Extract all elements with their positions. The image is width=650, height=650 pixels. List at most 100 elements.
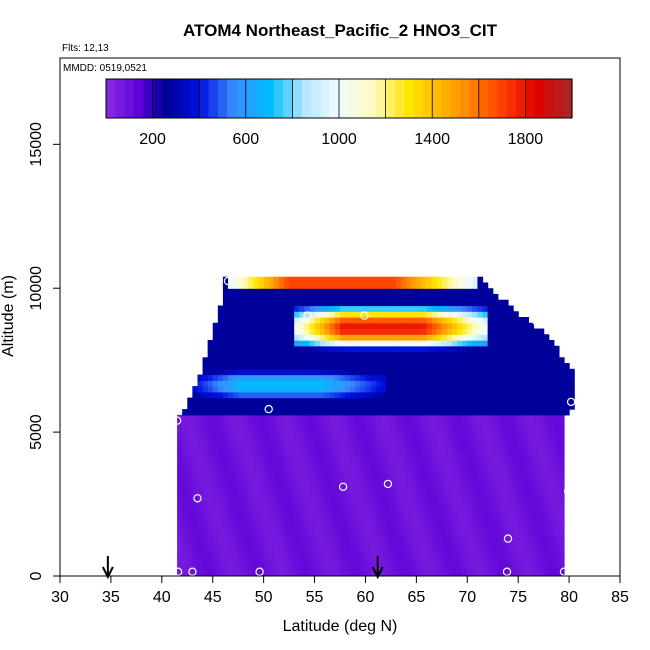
heatmap-cell xyxy=(212,363,219,370)
heatmap-cell xyxy=(385,374,392,381)
heatmap-cell xyxy=(558,541,565,548)
heatmap-cell xyxy=(436,455,443,462)
heatmap-cell xyxy=(396,351,402,358)
heatmap-cell xyxy=(497,564,504,571)
heatmap-cell xyxy=(197,570,204,576)
heatmap-cell xyxy=(452,391,458,399)
heatmap-cell xyxy=(263,317,270,324)
heatmap-cell xyxy=(380,328,387,335)
heatmap-cell xyxy=(553,345,560,353)
heatmap-cell xyxy=(513,518,519,525)
heatmap-cell xyxy=(436,547,443,554)
heatmap-cell xyxy=(380,506,387,514)
heatmap-cell xyxy=(350,518,356,525)
heatmap-cell xyxy=(294,558,300,566)
heatmap-cell xyxy=(192,524,199,531)
heatmap-cell xyxy=(222,357,229,364)
heatmap-cell xyxy=(222,460,229,468)
heatmap-cell xyxy=(416,305,423,312)
heatmap-cell xyxy=(268,478,275,485)
heatmap-cell xyxy=(390,288,397,295)
heatmap-cell xyxy=(263,483,270,491)
heatmap-cell xyxy=(319,317,326,324)
heatmap-cell xyxy=(350,420,356,427)
heatmap-cell xyxy=(385,449,392,456)
heatmap-cell xyxy=(370,529,377,537)
heatmap-cell xyxy=(502,455,509,462)
heatmap-cell xyxy=(436,293,443,301)
heatmap-cell xyxy=(212,478,219,485)
heatmap-cell xyxy=(222,363,229,370)
heatmap-cell xyxy=(228,305,234,312)
heatmap-cell xyxy=(390,351,397,358)
heatmap-cell xyxy=(411,288,417,295)
heatmap-cell xyxy=(278,541,285,548)
heatmap-cell xyxy=(401,501,407,508)
heatmap-cell xyxy=(309,420,316,427)
heatmap-cell xyxy=(487,460,494,468)
heatmap-cell xyxy=(426,357,433,364)
heatmap-cell xyxy=(273,299,280,307)
heatmap-cell xyxy=(350,466,356,473)
heatmap-cell xyxy=(360,299,367,307)
heatmap-cell xyxy=(411,374,417,381)
heatmap-cell xyxy=(253,311,260,318)
heatmap-cell xyxy=(487,564,494,571)
heatmap-cell xyxy=(421,483,428,491)
heatmap-cell xyxy=(390,443,397,450)
x-tick-label: 40 xyxy=(153,589,171,606)
heatmap-cell xyxy=(487,495,494,502)
heatmap-cell xyxy=(375,478,382,485)
heatmap-cell xyxy=(365,340,372,347)
heatmap-cell xyxy=(243,391,249,399)
heatmap-cell xyxy=(553,420,560,427)
heatmap-cell xyxy=(345,495,351,502)
heatmap-cell xyxy=(284,311,290,318)
heatmap-cell xyxy=(248,276,255,284)
heatmap-cell xyxy=(421,403,428,410)
colorbar-swatch xyxy=(366,79,377,118)
heatmap-cell xyxy=(385,397,392,404)
heatmap-cell xyxy=(538,466,545,473)
heatmap-cell xyxy=(258,334,265,341)
heatmap-cell xyxy=(258,276,265,284)
heatmap-cell xyxy=(187,564,193,571)
heatmap-cell xyxy=(228,449,234,456)
heatmap-cell xyxy=(518,368,524,376)
heatmap-cell xyxy=(518,340,524,347)
heatmap-cell xyxy=(243,483,249,491)
heatmap-cell xyxy=(304,328,311,335)
heatmap-cell xyxy=(416,564,423,571)
heatmap-cell xyxy=(492,374,499,381)
heatmap-cell xyxy=(533,397,540,404)
heatmap-cell xyxy=(253,466,260,473)
heatmap-cell xyxy=(319,351,326,358)
heatmap-cell xyxy=(263,432,270,439)
heatmap-cell xyxy=(238,478,244,485)
heatmap-cell xyxy=(294,357,300,364)
heatmap-cell xyxy=(248,357,255,364)
heatmap-cell xyxy=(396,535,402,543)
heatmap-cell xyxy=(228,483,234,491)
heatmap-cell xyxy=(197,455,204,462)
heatmap-cell xyxy=(289,282,295,289)
heatmap-cell xyxy=(233,547,239,554)
heatmap-cell xyxy=(533,547,540,554)
heatmap-cell xyxy=(278,357,285,364)
heatmap-cell xyxy=(294,426,300,433)
heatmap-cell xyxy=(390,380,397,387)
heatmap-cell xyxy=(548,524,555,531)
heatmap-cell xyxy=(273,293,280,301)
heatmap-cell xyxy=(278,455,285,462)
heatmap-cell xyxy=(273,351,280,358)
heatmap-cell xyxy=(513,529,519,537)
heatmap-cell xyxy=(365,512,372,520)
heatmap-cell xyxy=(324,317,331,324)
heatmap-cell xyxy=(329,443,336,450)
heatmap-cell xyxy=(472,345,479,353)
heatmap-cell xyxy=(370,380,377,387)
heatmap-cell xyxy=(304,414,311,422)
heatmap-cell xyxy=(401,460,407,468)
heatmap-cell xyxy=(431,535,438,543)
